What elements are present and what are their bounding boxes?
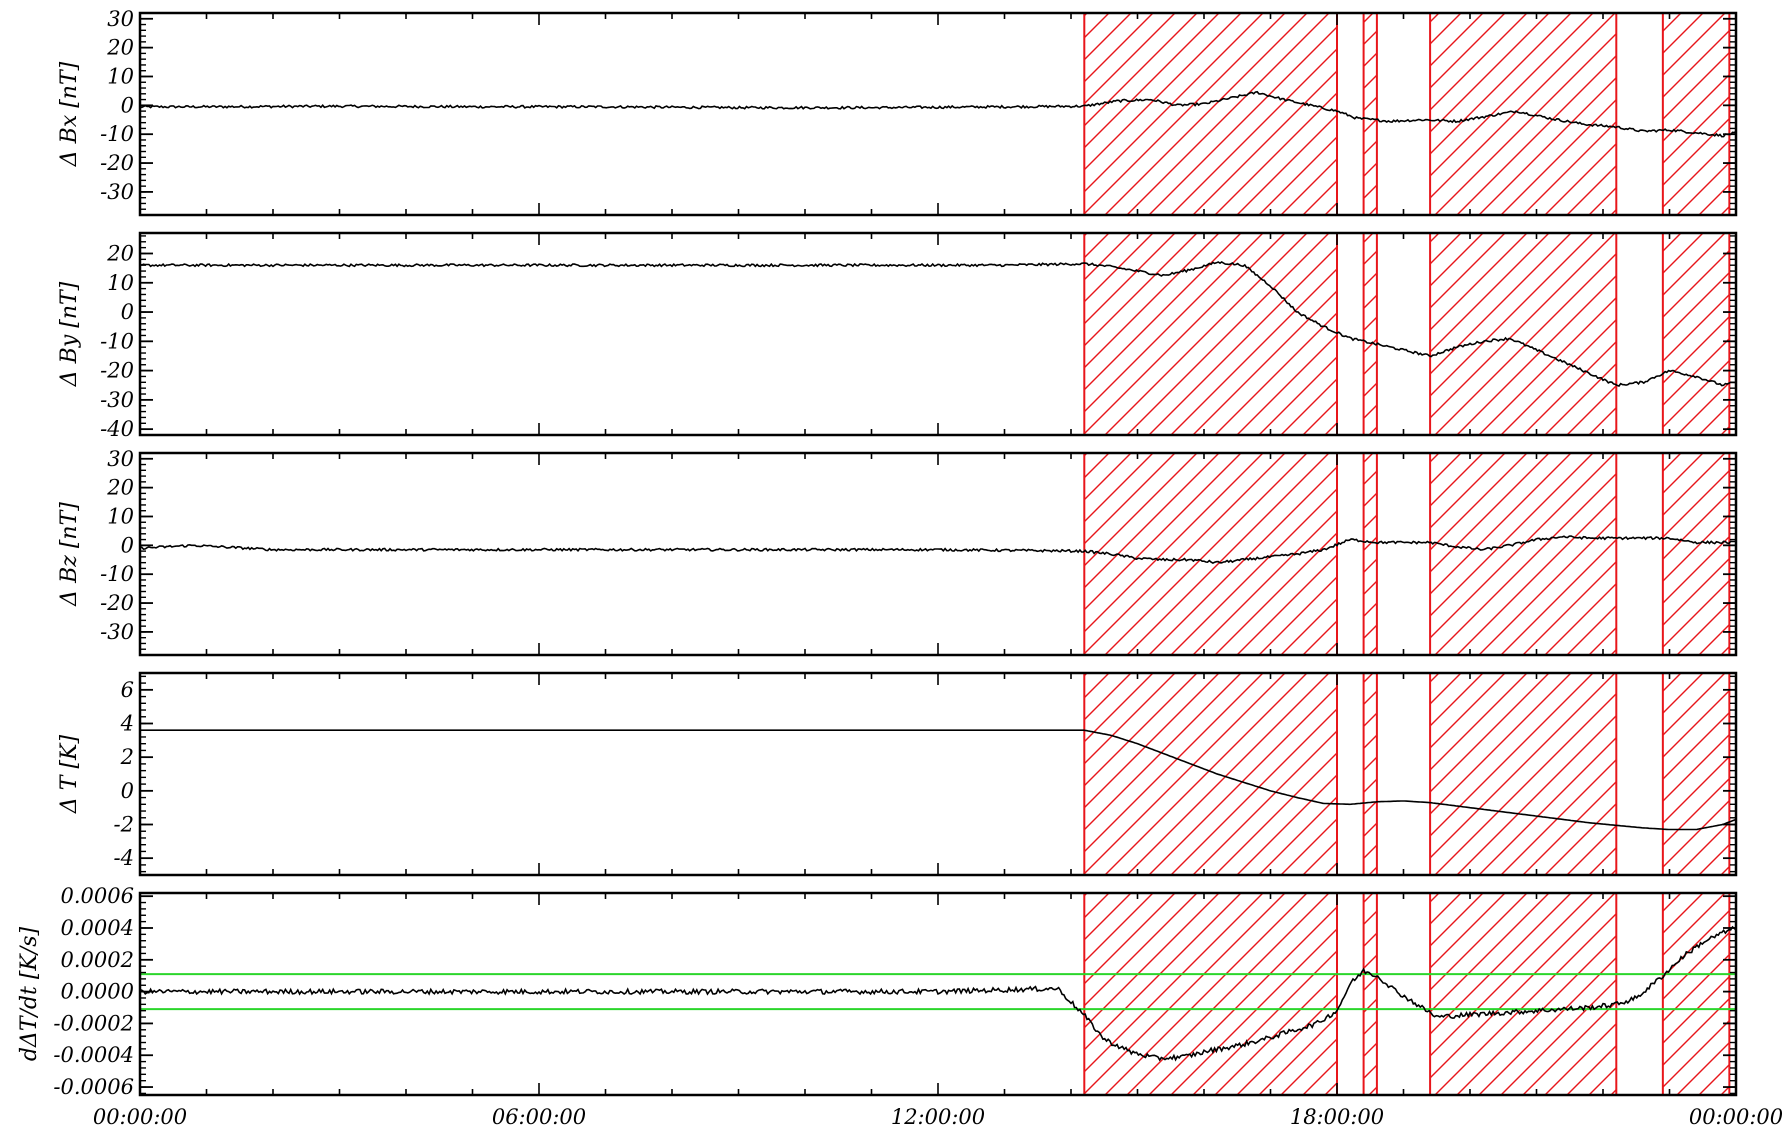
y-tick-label: 6: [121, 678, 134, 702]
y-tick-label: -2: [114, 813, 134, 837]
panel-5: 0.0006 0.0004 0.0002 0.0000 -0.0002 -0.0004 -0…: [17, 884, 1738, 1099]
panel-1: 30 20 10 0 -10 -20 -30 Δ Bx [nT]: [57, 7, 1738, 217]
y-tick-label: 20: [106, 476, 134, 500]
y-tick-label: -0.0004: [53, 1043, 134, 1067]
y-tick-label: 0.0004: [61, 916, 134, 940]
y-tick-label: 30: [107, 7, 134, 31]
flagged-interval-2: [1362, 672, 1378, 876]
y-tick-label: 30: [107, 447, 134, 471]
y-tick-label: -30: [100, 620, 134, 644]
flagged-interval-3: [1429, 452, 1618, 656]
y-tick-label: 0: [121, 533, 134, 557]
flagged-interval-3: [1429, 232, 1618, 436]
panel-4: 6 4 2 0 -2 -4 Δ T [K]: [57, 671, 1738, 877]
flagged-interval-4: [1661, 232, 1731, 436]
y-tick-label: -10: [100, 329, 134, 353]
flagged-interval-2: [1362, 232, 1378, 436]
y-axis-label: Δ Bz [nT]: [57, 502, 82, 607]
series-line: [139, 261, 1737, 387]
y-tick-label: 0.0006: [61, 884, 134, 908]
series-line: [139, 925, 1737, 1062]
y-tick-label: 10: [107, 504, 134, 528]
y-tick-label: -20: [100, 591, 134, 615]
flagged-interval-3: [1429, 672, 1618, 876]
series-line: [139, 535, 1737, 564]
y-tick-label: 0.0000: [61, 980, 134, 1004]
x-tick-label: 00:00:00: [1689, 1105, 1783, 1129]
y-tick-label: 20: [106, 241, 134, 265]
y-tick-label: 2: [120, 745, 134, 769]
series-line: [140, 729, 1737, 831]
y-tick-label: 20: [106, 36, 134, 60]
y-axis-label: dΔT/dt [K/s]: [17, 926, 42, 1061]
y-tick-label: -0.0002: [53, 1011, 134, 1035]
y-tick-label: -4: [114, 846, 134, 870]
y-tick-label: 0.0002: [61, 948, 134, 972]
y-axis-label: Δ T [K]: [57, 735, 82, 815]
y-axis-label: Δ Bx [nT]: [57, 61, 82, 167]
flagged-interval-1: [1083, 12, 1339, 216]
x-tick-label: 00:00:00: [93, 1105, 187, 1129]
x-tick-label: 12:00:00: [891, 1105, 985, 1129]
flagged-interval-3: [1429, 892, 1618, 1096]
series-line: [139, 90, 1737, 138]
panel-3: 30 20 10 0 -10 -20 -30 Δ Bz [nT]: [57, 447, 1738, 657]
flagged-interval-4: [1661, 12, 1731, 216]
y-tick-label: 4: [120, 712, 134, 736]
y-tick-label: 0: [121, 779, 134, 803]
y-tick-label: 0: [121, 300, 134, 324]
flagged-interval-4: [1661, 672, 1731, 876]
y-tick-label: 10: [107, 271, 134, 295]
flagged-interval-4: [1661, 452, 1731, 656]
flagged-interval-2: [1362, 12, 1378, 216]
x-tick-label: 18:00:00: [1290, 1105, 1384, 1129]
y-tick-label: -0.0006: [53, 1075, 134, 1099]
flagged-interval-3: [1429, 12, 1618, 216]
y-tick-label: 0: [121, 93, 134, 117]
y-tick-label: -20: [100, 151, 134, 175]
flagged-interval-2: [1362, 892, 1378, 1096]
y-tick-label: -30: [100, 180, 134, 204]
y-tick-label: -10: [100, 562, 134, 586]
y-axis-label: Δ By [nT]: [57, 281, 82, 387]
flagged-interval-4: [1661, 892, 1731, 1096]
flagged-interval-1: [1083, 672, 1339, 876]
y-tick-label: -30: [100, 388, 134, 412]
y-tick-label: -20: [100, 359, 134, 383]
panel-2: 20 10 0 -10 -20 -30 -40 Δ By [nT]: [57, 231, 1738, 441]
y-tick-label: 10: [107, 64, 134, 88]
x-tick-label: 06:00:00: [492, 1105, 586, 1129]
flagged-interval-1: [1083, 892, 1339, 1096]
flagged-interval-2: [1362, 452, 1378, 656]
y-tick-label: -10: [100, 122, 134, 146]
y-tick-label: -40: [100, 417, 134, 441]
